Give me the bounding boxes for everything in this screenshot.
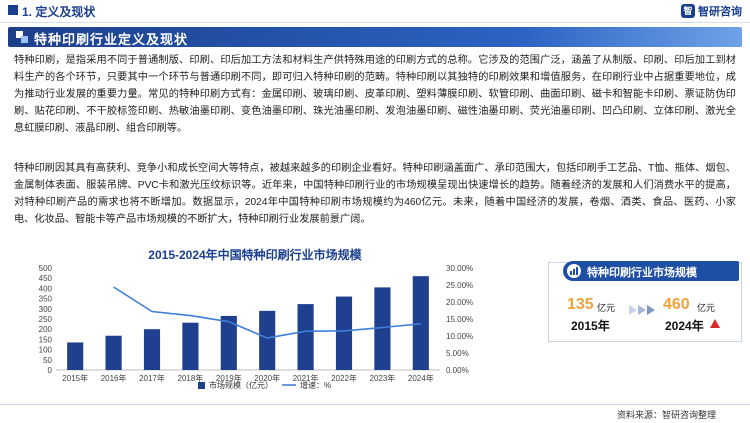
banner-title: 特种印刷行业定义及现状: [34, 32, 189, 47]
double-square-icon: [16, 31, 28, 43]
end-unit: 亿元: [697, 303, 716, 313]
bar: [220, 315, 237, 370]
y-left-tick-label: 300: [39, 305, 53, 314]
bar: [67, 342, 84, 370]
x-tick-label: 2017年: [139, 373, 165, 383]
y-right-tick-label: 0.00%: [446, 366, 469, 375]
legend-bar-label: 市场规模（亿元）: [209, 380, 273, 390]
section-banner: 特种印刷行业定义及现状: [8, 27, 742, 47]
end-value: 460: [663, 296, 690, 313]
bar: [297, 304, 314, 370]
section-square-icon: [8, 5, 18, 15]
legend-line-label: 增速：%: [300, 380, 331, 390]
x-tick-label: 2024年: [408, 373, 434, 383]
up-arrow-icon: [710, 319, 720, 328]
y-right-tick-label: 5.00%: [446, 349, 469, 358]
start-unit: 亿元: [597, 303, 616, 313]
y-left-tick-label: 400: [39, 284, 53, 293]
status-paragraph: 特种印刷因其具有高获利、竞争小和成长空间大等特点，被越来越多的印刷企业看好。特种…: [14, 163, 736, 225]
y-left-tick-label: 200: [39, 325, 53, 334]
y-right-tick-label: 10.00%: [446, 332, 473, 341]
y-right-tick-label: 15.00%: [446, 315, 473, 324]
footer: 资料来源：智研咨询整理: [0, 404, 750, 423]
definition-paragraph: 特种印刷，是指采用不同于普通制版、印刷、印后加工方法和材料生产供特殊用途的印刷方…: [14, 55, 736, 134]
growth-line: [113, 286, 421, 339]
bar: [143, 329, 161, 370]
legend-bar-swatch: [198, 382, 205, 389]
y-right-tick-label: 25.00%: [446, 281, 473, 290]
chart-title: 2015-2024年中国特种印刷行业市场规模: [148, 248, 362, 262]
logo-mark-icon: 智: [681, 4, 695, 18]
start-year: 2015年: [571, 319, 610, 333]
bar: [335, 296, 353, 370]
bar: [259, 310, 276, 370]
data-source: 资料来源：智研咨询整理: [616, 410, 716, 420]
bar: [182, 322, 199, 370]
x-tick-label: 2023年: [370, 373, 396, 383]
x-tick-label: 2022年: [331, 373, 357, 383]
x-tick-label: 2016年: [101, 373, 127, 383]
bar: [412, 276, 429, 370]
start-value: 135: [567, 296, 594, 313]
company-logo: 智 智研咨询: [681, 3, 742, 19]
y-left-tick-label: 500: [39, 264, 53, 273]
y-right-tick-label: 20.00%: [446, 298, 473, 307]
y-left-tick-label: 100: [39, 346, 53, 355]
logo-text: 智研咨询: [698, 6, 742, 18]
bar: [374, 287, 391, 370]
card-header: 特种印刷行业市场规模: [563, 261, 739, 281]
y-left-tick-label: 250: [39, 315, 53, 324]
arrow-right-icon: [629, 305, 655, 315]
card-title: 特种印刷行业市场规模: [587, 267, 697, 279]
section-title: 1. 定义及现状: [22, 5, 96, 19]
chart-icon: [567, 264, 581, 278]
x-tick-label: 2015年: [62, 373, 88, 383]
x-tick-label: 2021年: [293, 373, 319, 383]
x-tick-label: 2018年: [178, 373, 204, 383]
market-size-card: 特种印刷行业市场规模 135 亿元 2015年 460 亿元 2024年: [548, 261, 742, 342]
y-left-tick-label: 0: [48, 366, 53, 375]
y-right-tick-label: 30.00%: [446, 264, 473, 273]
bar: [105, 335, 122, 370]
top-header: 1. 定义及现状 智 智研咨询: [0, 0, 750, 23]
y-left-tick-label: 350: [39, 295, 53, 304]
y-left-tick-label: 150: [39, 335, 53, 344]
x-tick-label: 2020年: [254, 373, 280, 383]
x-tick-label: 2019年: [216, 373, 242, 383]
y-left-tick-label: 450: [39, 274, 53, 283]
y-left-tick-label: 50: [43, 356, 52, 365]
end-year: 2024年: [665, 319, 704, 333]
